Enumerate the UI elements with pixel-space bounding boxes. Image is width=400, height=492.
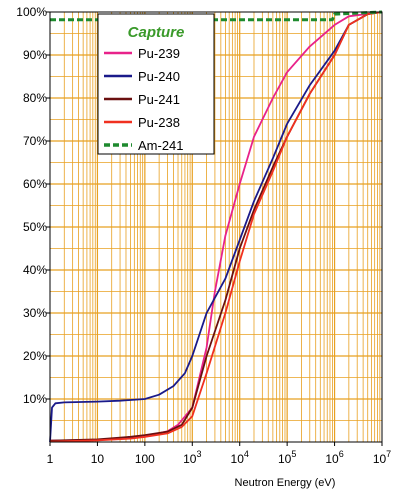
x-axis-label: Neutron Energy (eV) [235,477,336,489]
x-tick-exponent: 3 [196,449,201,459]
y-tick-label: 100% [16,5,47,19]
x-tick-label: 103 [183,449,201,466]
x-tick-label: 100 [135,452,155,466]
legend-label-am-241: Am-241 [138,138,184,153]
x-tick-label: 1 [47,452,54,466]
x-tick-label: 104 [231,449,249,466]
y-tick-label: 20% [23,349,47,363]
y-tick-label: 10% [23,392,47,406]
x-tick-label: 105 [278,449,296,466]
legend-items: Pu-239 Pu-240 Pu-241 Pu-238 Am-241 [104,46,184,153]
x-tick-exponent: 7 [386,449,391,459]
y-tick-label: 70% [23,134,47,148]
legend-label-pu-241: Pu-241 [138,92,180,107]
legend-title: Capture [128,24,185,41]
legend-label-pu-239: Pu-239 [138,46,180,61]
series-line-pu-238 [49,11,383,443]
series-layer [49,10,383,443]
legend: Capture Pu-239 Pu-240 Pu-241 Pu-238 Am-241 [97,13,215,155]
y-axis: 10% 20% 30% 40% 50% 60% 70% 80% 90% 100% [16,5,50,406]
y-tick-label: 80% [23,91,47,105]
legend-label-pu-240: Pu-240 [138,69,180,84]
x-tick-exponent: 4 [244,449,249,459]
x-tick-exponent: 5 [291,449,296,459]
y-tick-label: 40% [23,263,47,277]
y-tick-label: 90% [23,48,47,62]
series-line-pu-240 [49,11,383,443]
legend-box [97,13,215,155]
x-tick-label: 10 [91,452,105,466]
x-tick-exponent: 6 [339,449,344,459]
legend-label-pu-238: Pu-238 [138,115,180,130]
y-tick-label: 60% [23,177,47,191]
y-tick-label: 50% [23,220,47,234]
grid [50,12,382,442]
x-tick-label: 107 [373,449,391,466]
y-tick-label: 30% [23,306,47,320]
x-axis: 1 10 100 103 104 105 106 107 [47,442,391,466]
x-tick-label: 106 [325,449,343,466]
